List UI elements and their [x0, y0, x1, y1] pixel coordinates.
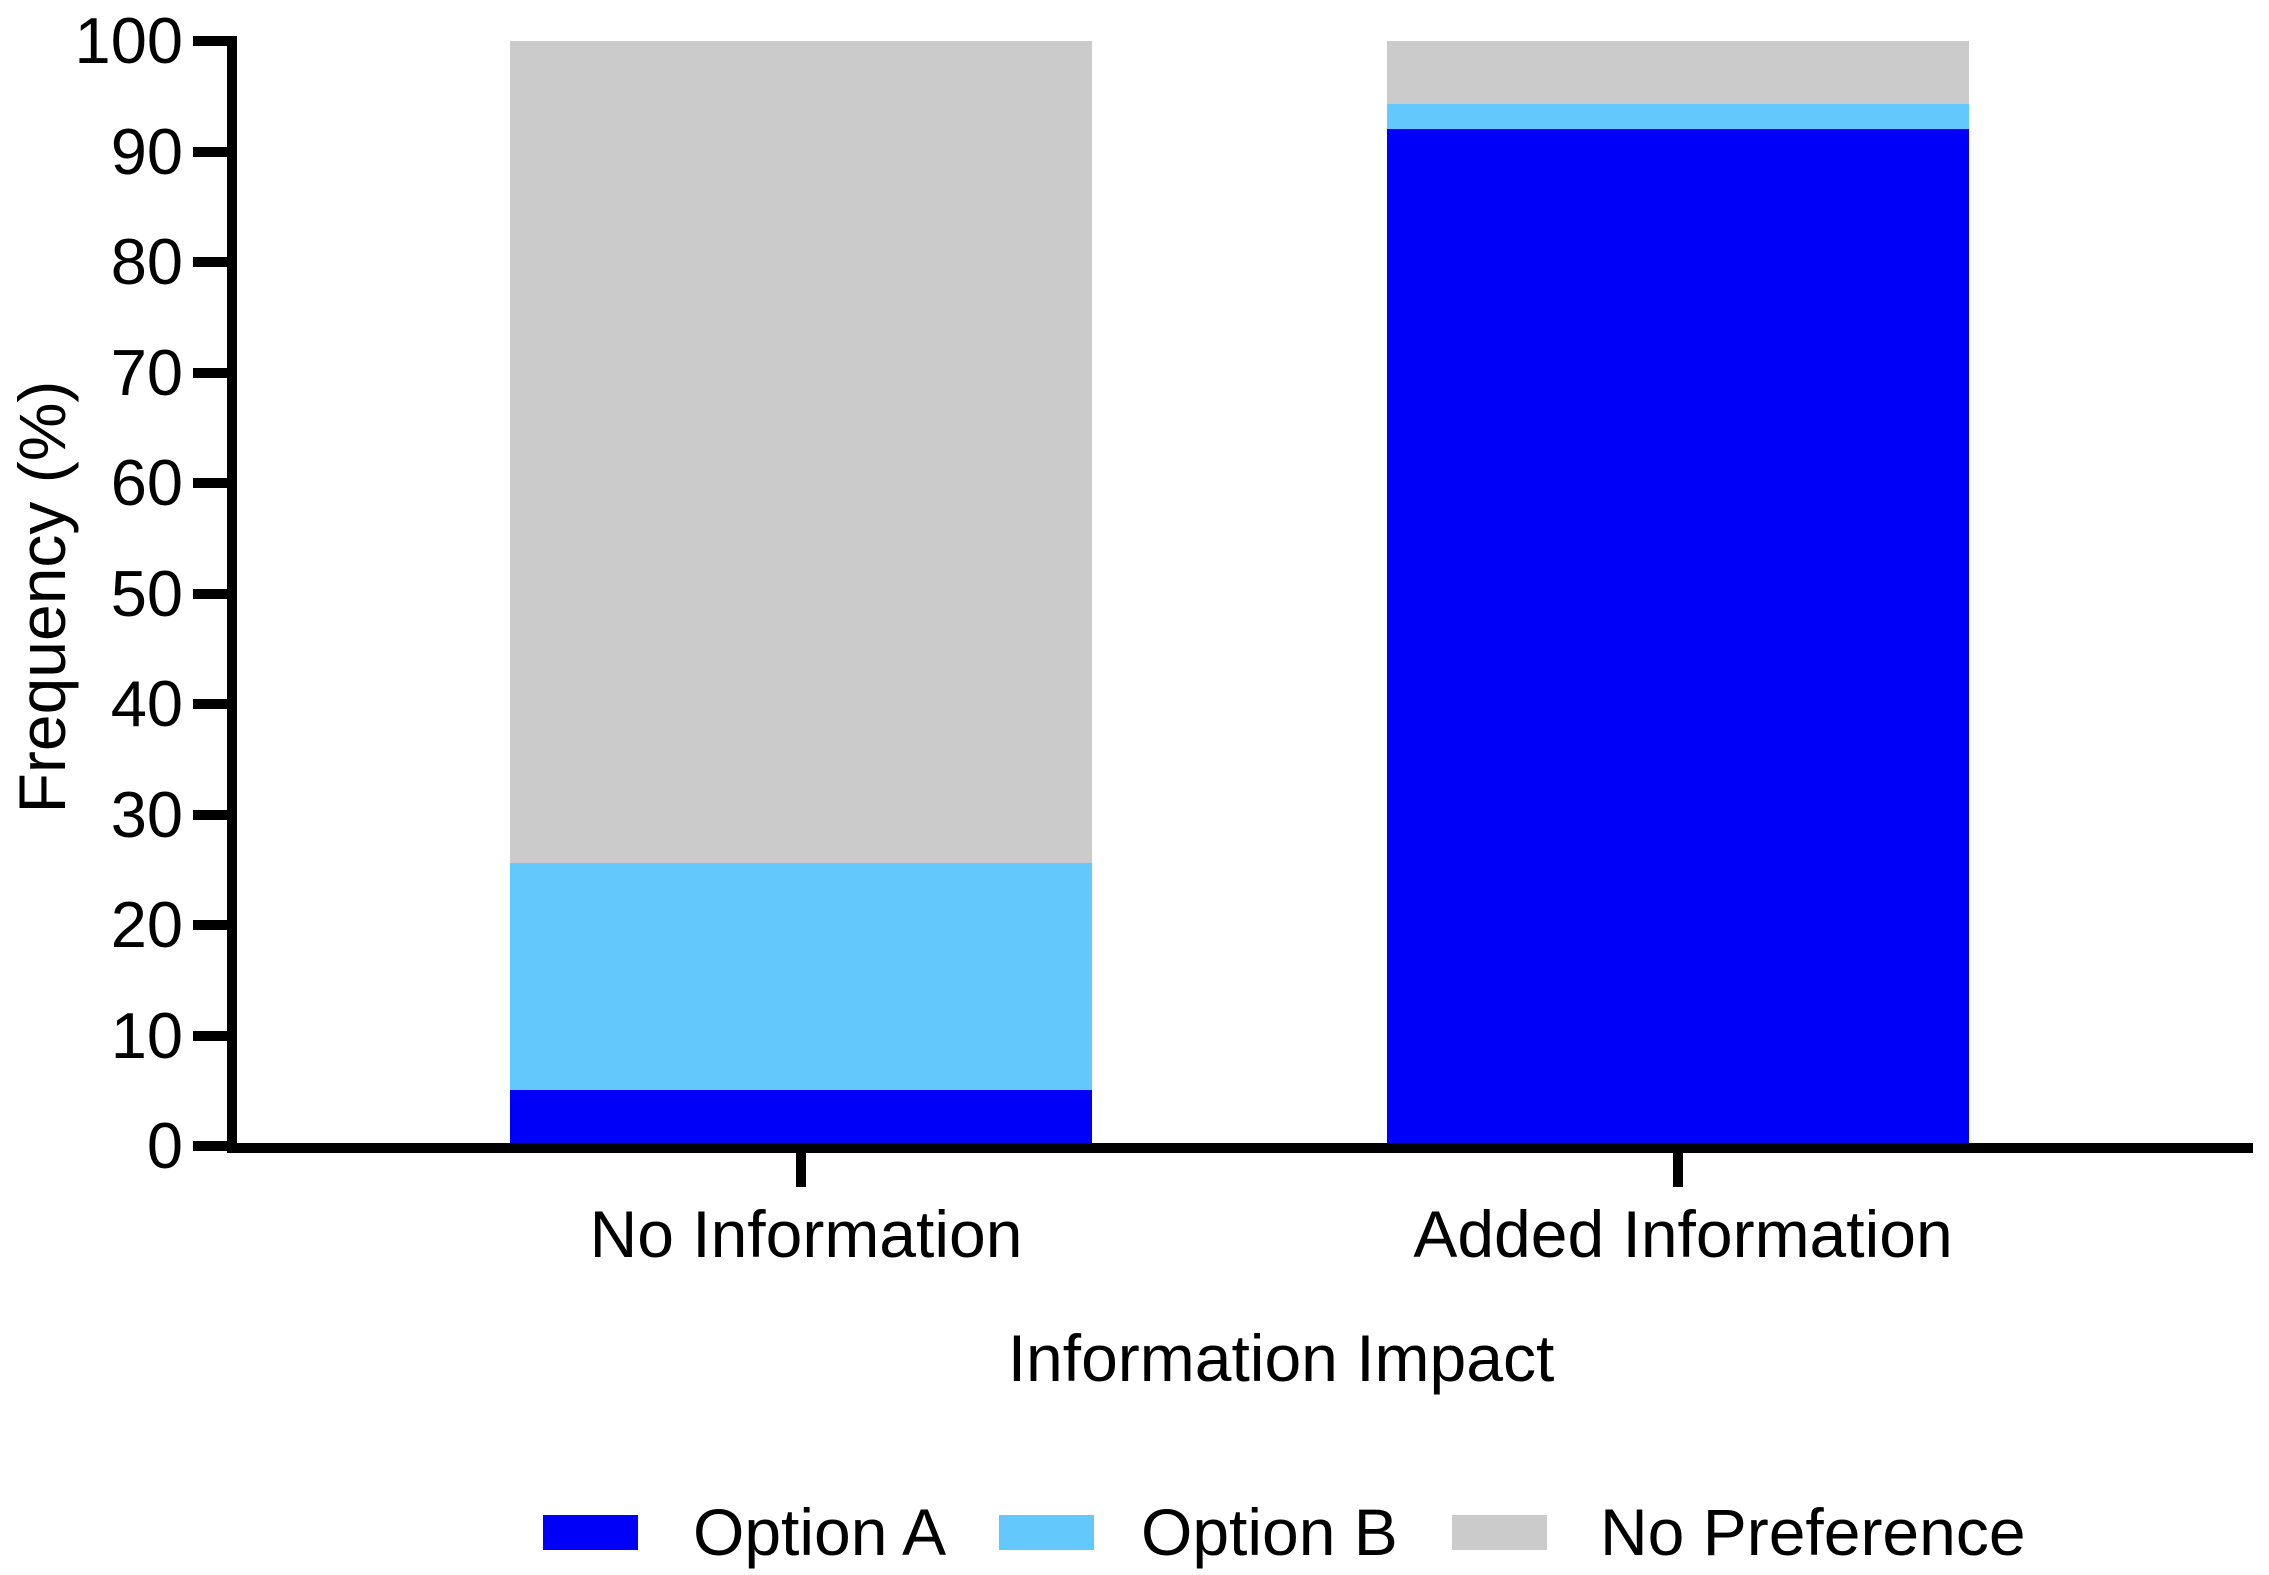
y-tick	[193, 920, 237, 930]
legend-label: Option B	[1141, 1495, 1398, 1569]
bar-segment-option-a	[1387, 129, 1969, 1146]
x-category-label: Added Information	[1413, 1197, 1953, 1271]
legend-swatch-option-a	[543, 1515, 638, 1550]
y-tick-label: 80	[110, 225, 183, 298]
y-tick	[193, 478, 237, 488]
y-tick-label: 40	[110, 667, 183, 740]
bar-segment-option-a	[510, 1089, 1092, 1146]
bar-added-information	[1387, 41, 1969, 1146]
y-tick-label: 100	[74, 4, 183, 77]
x-axis-title: Information Impact	[1007, 1321, 1555, 1395]
y-tick-label: 60	[110, 446, 183, 519]
y-tick-label: 50	[110, 556, 183, 630]
y-tick	[193, 257, 237, 267]
y-tick-label: 0	[146, 1109, 183, 1182]
y-tick	[193, 699, 237, 709]
legend-swatch-option-b	[999, 1515, 1094, 1550]
bar-segment-no-preference	[510, 41, 1092, 864]
y-tick-label: 90	[110, 114, 183, 188]
y-tick	[193, 367, 237, 378]
y-tick-label: 70	[110, 335, 183, 409]
legend-label: No Preference	[1600, 1495, 2026, 1569]
x-tick	[1673, 1153, 1683, 1187]
y-tick	[193, 1141, 237, 1151]
y-tick-label: 10	[110, 998, 183, 1072]
bar-segment-option-b	[1387, 103, 1969, 130]
y-tick-label: 30	[110, 777, 183, 851]
x-tick	[796, 1153, 806, 1187]
y-tick	[193, 809, 237, 820]
y-tick	[193, 36, 237, 46]
bar-segment-no-preference	[1387, 41, 1969, 104]
y-tick-label: 20	[110, 888, 183, 961]
legend-swatch-no-preference	[1452, 1515, 1547, 1550]
x-axis-line	[227, 1143, 2253, 1153]
bar-no-information	[510, 41, 1092, 1146]
y-tick	[193, 1030, 237, 1041]
y-tick	[193, 146, 237, 157]
legend-label: Option A	[693, 1495, 947, 1569]
y-tick	[193, 588, 237, 599]
bar-segment-option-b	[510, 863, 1092, 1090]
x-category-label: No Information	[589, 1197, 1023, 1271]
